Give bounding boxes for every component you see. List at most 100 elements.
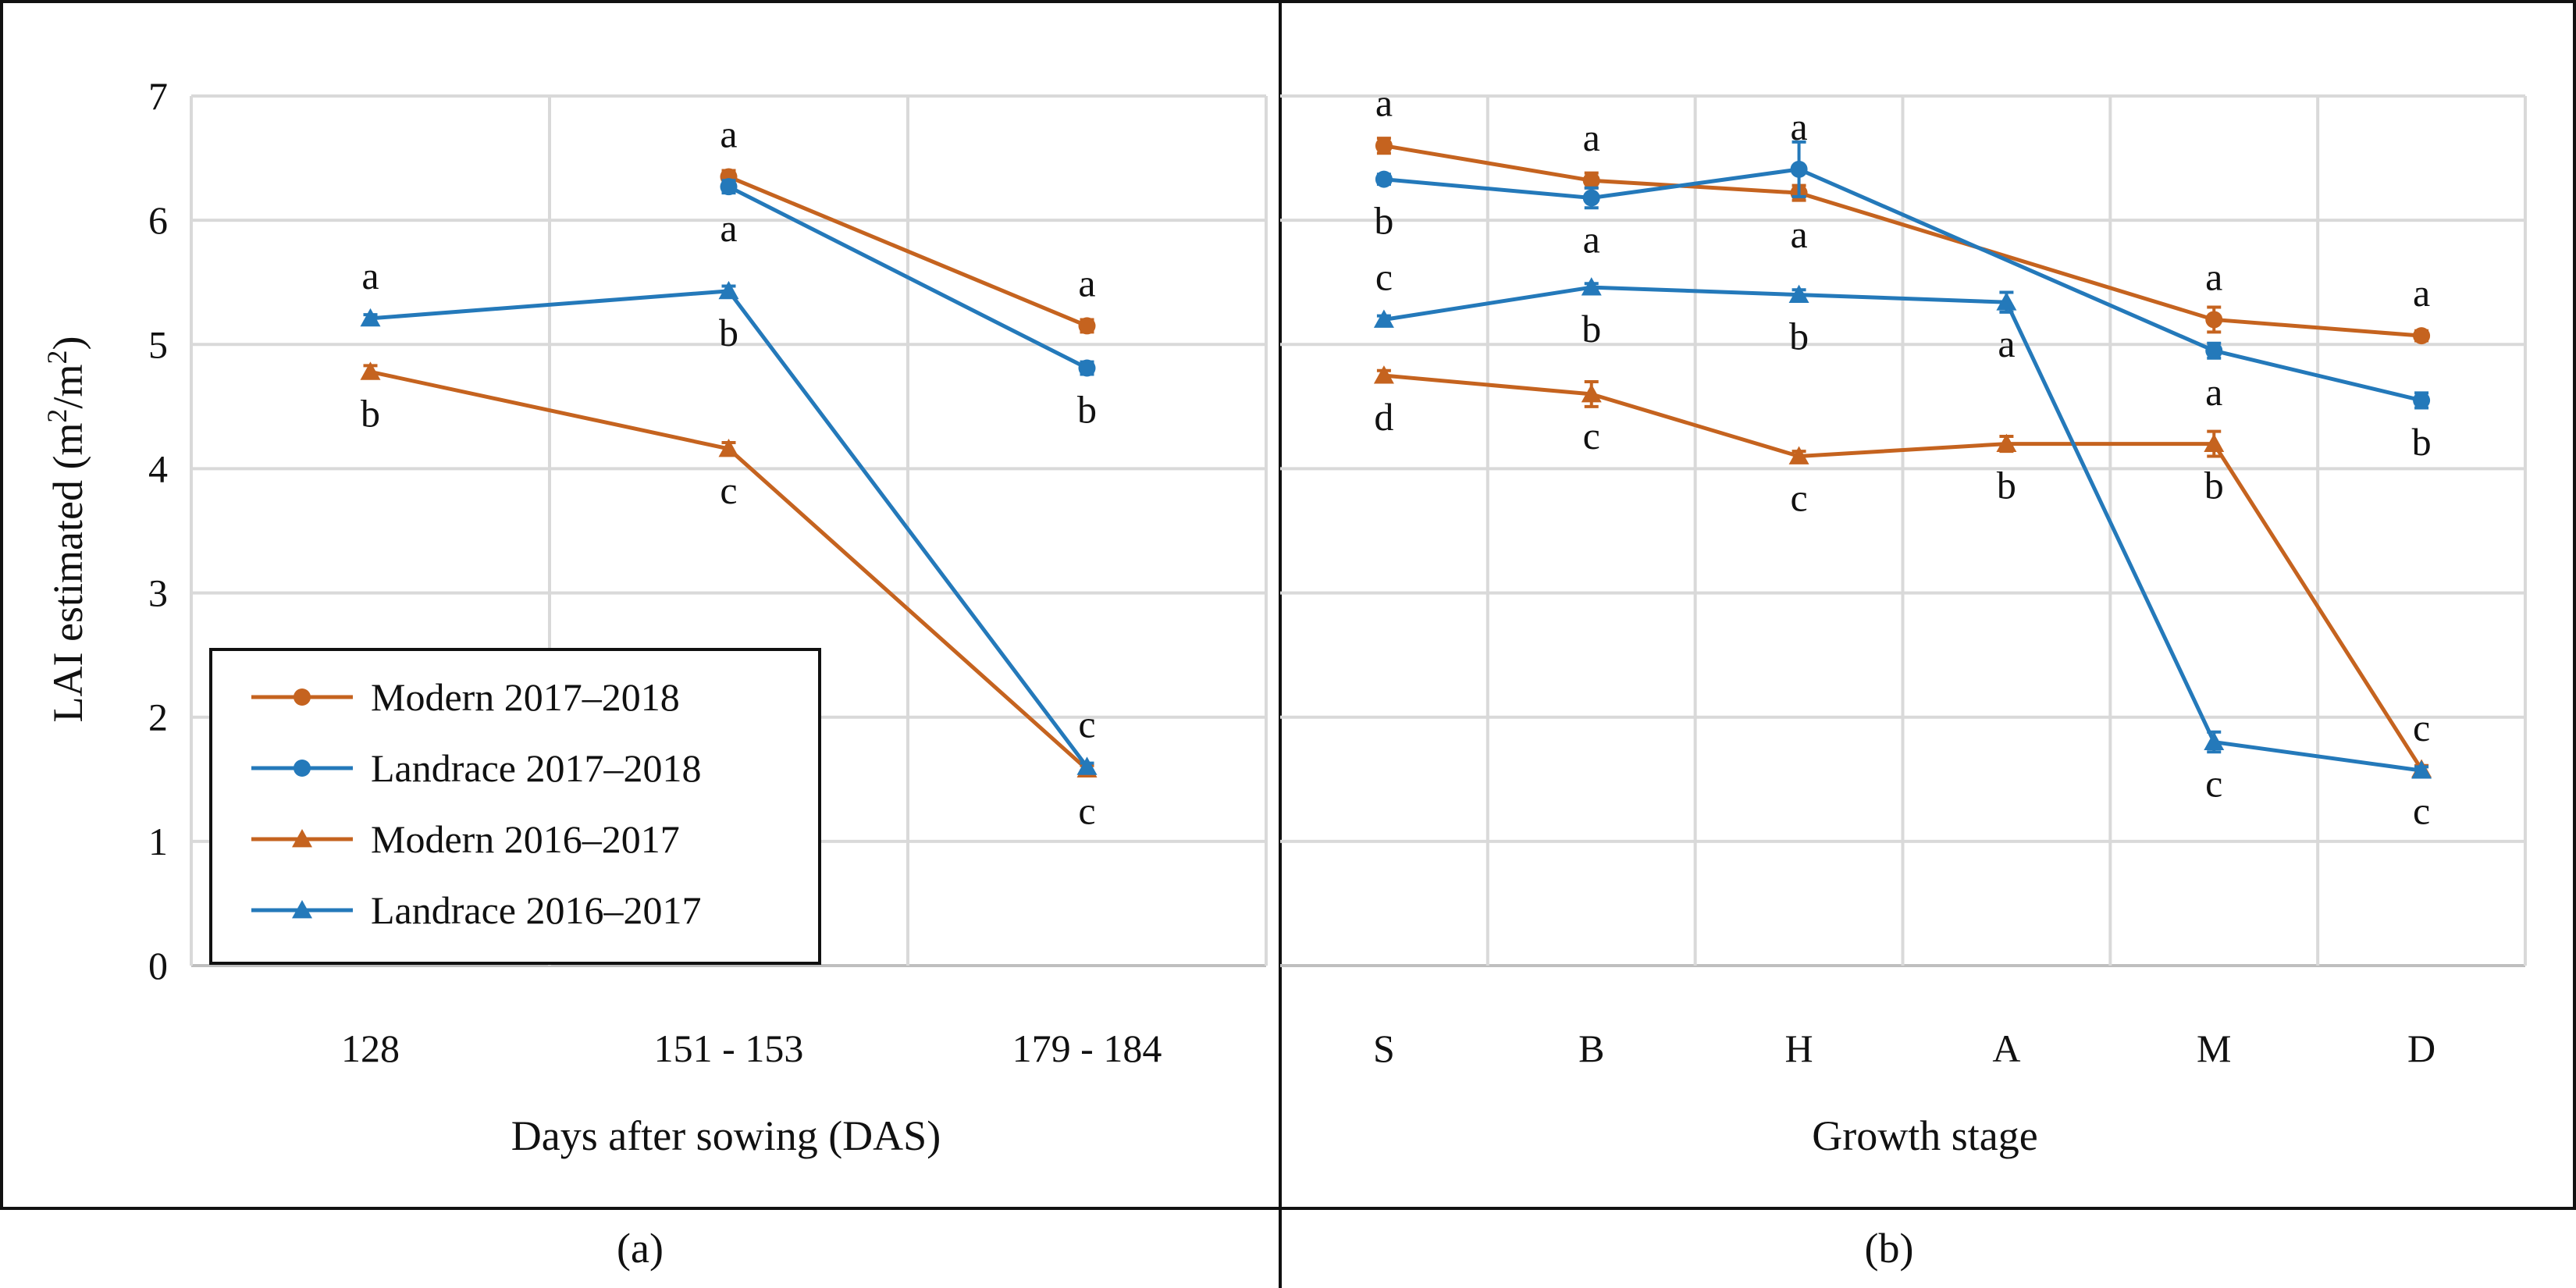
panel-a-y-ticks: 0 1 2 3 4 5 6 7: [148, 74, 168, 987]
significance-letter: a: [2413, 271, 2430, 315]
significance-letter: c: [2413, 706, 2430, 749]
legend-label: Landrace 2016–2017: [371, 888, 701, 932]
significance-letter: c: [1078, 789, 1095, 833]
data-point: [720, 178, 738, 196]
data-point: [1078, 317, 1096, 335]
data-point: [1375, 137, 1393, 155]
y-tick-label: 5: [148, 322, 168, 366]
panel-a-x-ticks: 128 151 - 153 179 - 184: [341, 1026, 1162, 1070]
series-line: [728, 175, 1088, 328]
x-tick-label: S: [1373, 1026, 1395, 1070]
data-point: [1582, 172, 1600, 190]
panel-a-significance-letters: a a a b b c c a b c: [361, 112, 1097, 832]
significance-letter: b: [719, 311, 738, 354]
legend-marker: [294, 688, 311, 706]
significance-letter: b: [2204, 464, 2224, 507]
series-line: [728, 184, 1088, 370]
data-point: [360, 308, 381, 327]
legend-marker: [294, 760, 311, 777]
data-point: [1788, 284, 1809, 304]
series-landrace-2017-2018: [720, 178, 1096, 377]
series-landrace-2016-2017: [360, 280, 1098, 775]
data-point: [1996, 292, 2017, 311]
x-tick-label: 128: [341, 1026, 400, 1070]
data-point: [2205, 342, 2223, 360]
series-landrace-2017-2018: [1375, 140, 2431, 410]
x-tick-label: A: [1992, 1026, 2020, 1070]
data-point: [2205, 311, 2223, 329]
data-point: [1076, 756, 1098, 775]
ylabel-sup-2: 2: [41, 350, 73, 365]
data-point: [2413, 327, 2431, 345]
significance-letter: c: [2413, 789, 2430, 833]
significance-letter: b: [2412, 420, 2432, 464]
significance-letter: d: [1374, 395, 1393, 439]
ylabel-part-1: LAI estimated (m: [44, 423, 91, 723]
y-tick-label: 0: [148, 944, 168, 987]
y-tick-label: 1: [148, 820, 168, 863]
series-landrace-2016-2017: [1373, 277, 2432, 779]
significance-letter: b: [1077, 388, 1097, 432]
y-tick-label: 2: [148, 696, 168, 739]
x-tick-label: M: [2197, 1026, 2231, 1070]
significance-letter: a: [2205, 370, 2222, 414]
x-tick-label: 179 - 184: [1012, 1026, 1162, 1070]
panel-a-series: [360, 168, 1098, 777]
significance-letter: c: [1078, 702, 1095, 745]
legend-label: Modern 2017–2018: [371, 675, 680, 719]
legend-label: Modern 2016–2017: [371, 817, 680, 861]
data-point: [1581, 277, 1602, 296]
panel-a-label: (a): [617, 1225, 664, 1272]
significance-letter: b: [1582, 307, 1601, 350]
data-point: [2204, 731, 2225, 750]
significance-letter: c: [2205, 762, 2222, 806]
panel-b-gridlines: [1280, 94, 2527, 967]
x-tick-label: D: [2407, 1026, 2435, 1070]
significance-letter: a: [720, 112, 737, 155]
y-tick-label: 4: [148, 447, 168, 490]
data-point: [718, 438, 739, 457]
data-point: [1788, 446, 1809, 464]
significance-letter: a: [720, 206, 737, 250]
significance-letter: a: [1375, 81, 1393, 125]
significance-letter: b: [361, 391, 380, 435]
legend: Modern 2017–2018 Landrace 2017–2018 Modern…: [209, 648, 821, 965]
legend-item: Landrace 2016–2017: [251, 888, 701, 932]
legend-item: Landrace 2017–2018: [251, 746, 701, 790]
significance-letter: b: [1997, 464, 2016, 507]
significance-letter: a: [2205, 254, 2222, 298]
legend-marker: [292, 900, 312, 919]
significance-letter: b: [1374, 199, 1393, 243]
data-point: [718, 280, 739, 300]
data-point: [1373, 365, 1394, 384]
x-tick-label: H: [1785, 1026, 1813, 1070]
legend-item: Modern 2016–2017: [251, 817, 680, 861]
significance-letter: a: [1998, 322, 2015, 365]
data-point: [2411, 760, 2432, 779]
significance-letter: c: [720, 468, 737, 512]
significance-letter: a: [1583, 217, 1600, 261]
significance-letter: a: [1583, 116, 1600, 159]
significance-letter: a: [1078, 261, 1095, 304]
legend-item: Modern 2017–2018: [251, 675, 680, 719]
data-point: [1996, 433, 2017, 452]
data-point: [1078, 359, 1096, 377]
panel-b-label: (b): [1865, 1225, 1914, 1272]
ylabel-sup-1: 2: [41, 409, 73, 423]
y-tick-label: 6: [148, 198, 168, 242]
x-tick-label: 151 - 153: [654, 1026, 804, 1070]
series-modern-2017-2018: [720, 168, 1096, 335]
significance-letter: c: [1790, 476, 1807, 520]
data-point: [360, 361, 381, 380]
panel-b-series: [1373, 137, 2432, 779]
series-line: [1383, 285, 2422, 773]
panel-a-y-axis-title: LAI estimated (m2/m2): [41, 336, 91, 723]
significance-letter: a: [1790, 212, 1807, 256]
data-point: [1375, 170, 1393, 188]
series-line: [1383, 373, 2424, 770]
panel-a: 0 1 2 3 4 5 6 7 128 151 - 153 179 - 184 a a a b b c c a b…: [41, 74, 1268, 1272]
